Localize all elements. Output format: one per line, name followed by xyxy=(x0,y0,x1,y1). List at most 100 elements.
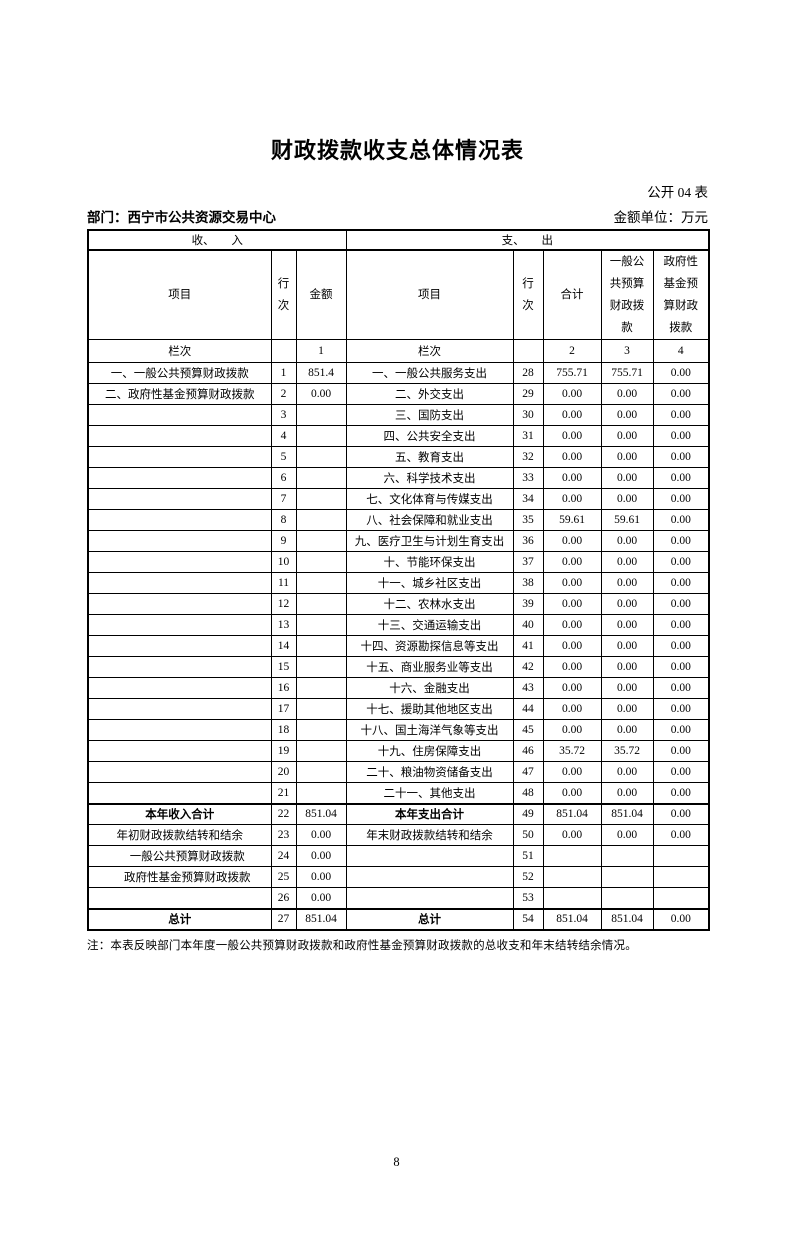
expense-general-budget-cell: 0.00 xyxy=(600,467,654,489)
expense-general-budget-cell: 0.00 xyxy=(600,383,654,405)
income-item-cell xyxy=(87,698,272,720)
income-rowno-cell: 24 xyxy=(270,845,297,867)
expense-general-budget-cell xyxy=(600,866,654,888)
table-row: 二、政府性基金预算财政拨款 2 0.00 二、外交支出 29 0.00 0.00… xyxy=(87,383,710,405)
income-rowno-cell: 7 xyxy=(270,488,297,510)
expense-item-cell: 十、节能环保支出 xyxy=(345,551,514,573)
income-item-cell xyxy=(87,740,272,762)
table-row: 总计 27 851.04 总计 54 851.04 851.04 0.00 xyxy=(87,907,710,930)
expense-total-cell xyxy=(542,866,602,888)
expense-item-cell: 年末财政拨款结转和结余 xyxy=(345,824,514,846)
col-index-3: 3 xyxy=(600,339,654,363)
income-amount-cell: 851.04 xyxy=(295,802,347,825)
table-row: 年初财政拨款结转和结余 23 0.00 年末财政拨款结转和结余 50 0.00 … xyxy=(87,824,710,846)
income-amount-cell: 0.00 xyxy=(295,866,347,888)
income-item-cell: 一、一般公共预算财政拨款 xyxy=(87,362,272,384)
income-index-label: 栏次 xyxy=(87,339,272,363)
table-row: 5 五、教育支出 32 0.00 0.00 0.00 xyxy=(87,446,710,468)
expense-general-budget-cell xyxy=(600,887,654,909)
expense-total-cell: 0.00 xyxy=(542,614,602,636)
income-amount-cell: 0.00 xyxy=(295,383,347,405)
income-amount-cell xyxy=(295,404,347,426)
expense-general-budget-cell: 0.00 xyxy=(600,761,654,783)
expense-general-budget-cell: 851.04 xyxy=(600,802,654,825)
table-row: 17 十七、援助其他地区支出 44 0.00 0.00 0.00 xyxy=(87,698,710,720)
col-header-expense-item: 项目 xyxy=(345,249,514,340)
col-header-income-rowno: 行次 xyxy=(270,249,297,340)
income-rowno-cell: 22 xyxy=(270,802,297,825)
expense-gov-fund-cell: 0.00 xyxy=(652,740,710,762)
fiscal-appropriation-table: 收、 入 支、 出 项目 行次 金额 项目 行次 合计 一般公共预算财政拨款 政… xyxy=(87,229,711,931)
expense-rowno-cell: 31 xyxy=(512,425,544,447)
income-rowno-cell: 27 xyxy=(270,907,297,930)
expense-item-cell xyxy=(345,887,514,909)
col-index-1: 1 xyxy=(295,339,347,363)
table-row: 21 二十一、其他支出 48 0.00 0.00 0.00 xyxy=(87,782,710,804)
expense-general-budget-cell: 0.00 xyxy=(600,719,654,741)
income-item-cell xyxy=(87,887,272,909)
income-rowno-cell: 10 xyxy=(270,551,297,573)
table-row: 15 十五、商业服务业等支出 42 0.00 0.00 0.00 xyxy=(87,656,710,678)
income-item-cell xyxy=(87,467,272,489)
expense-item-cell: 总计 xyxy=(345,907,514,930)
expense-index-blank xyxy=(512,339,544,363)
expense-rowno-cell: 28 xyxy=(512,362,544,384)
income-rowno-cell: 20 xyxy=(270,761,297,783)
form-code-label: 公开 04 表 xyxy=(647,185,708,200)
expense-gov-fund-cell: 0.00 xyxy=(652,782,710,804)
expense-gov-fund-cell: 0.00 xyxy=(652,509,710,531)
expense-total-cell: 0.00 xyxy=(542,635,602,657)
income-rowno-cell: 8 xyxy=(270,509,297,531)
expense-item-cell: 本年支出合计 xyxy=(345,802,514,825)
expense-gov-fund-cell xyxy=(652,845,710,867)
expense-gov-fund-cell: 0.00 xyxy=(652,677,710,699)
table-row: 26 0.00 53 xyxy=(87,887,710,909)
table-row: 10 十、节能环保支出 37 0.00 0.00 0.00 xyxy=(87,551,710,573)
income-item-cell xyxy=(87,488,272,510)
expense-rowno-cell: 46 xyxy=(512,740,544,762)
expense-gov-fund-cell: 0.00 xyxy=(652,572,710,594)
expense-total-cell: 0.00 xyxy=(542,383,602,405)
expense-rowno-cell: 40 xyxy=(512,614,544,636)
col-header-expense-total: 合计 xyxy=(542,249,602,340)
income-amount-cell xyxy=(295,446,347,468)
income-rowno-cell: 19 xyxy=(270,740,297,762)
expense-total-cell: 0.00 xyxy=(542,530,602,552)
expense-general-budget-cell: 0.00 xyxy=(600,782,654,804)
income-item-cell xyxy=(87,782,272,804)
income-amount-cell: 0.00 xyxy=(295,887,347,909)
expense-rowno-cell: 52 xyxy=(512,866,544,888)
expense-gov-fund-cell xyxy=(652,866,710,888)
income-amount-cell: 0.00 xyxy=(295,845,347,867)
income-amount-cell: 0.00 xyxy=(295,824,347,846)
income-rowno-cell: 23 xyxy=(270,824,297,846)
expense-total-cell: 755.71 xyxy=(542,362,602,384)
table-row: 6 六、科学技术支出 33 0.00 0.00 0.00 xyxy=(87,467,710,489)
expense-rowno-cell: 39 xyxy=(512,593,544,615)
col-header-gov-fund: 政府性基金预算财政拨款 xyxy=(652,249,710,340)
expense-gov-fund-cell xyxy=(652,887,710,909)
expense-rowno-cell: 48 xyxy=(512,782,544,804)
income-rowno-cell: 3 xyxy=(270,404,297,426)
table-body: 一、一般公共预算财政拨款 1 851.4 一、一般公共服务支出 28 755.7… xyxy=(87,362,710,930)
expense-item-cell: 二十、粮油物资储备支出 xyxy=(345,761,514,783)
income-rowno-cell: 12 xyxy=(270,593,297,615)
expense-total-cell: 0.00 xyxy=(542,467,602,489)
expense-general-budget-cell: 0.00 xyxy=(600,614,654,636)
col-index-2: 2 xyxy=(542,339,602,363)
expense-general-budget-cell: 0.00 xyxy=(600,572,654,594)
table-row: 18 十八、国土海洋气象等支出 45 0.00 0.00 0.00 xyxy=(87,719,710,741)
department-label: 部门：西宁市公共资源交易中心 xyxy=(87,210,276,225)
column-header-row: 项目 行次 金额 项目 行次 合计 一般公共预算财政拨款 政府性基金预算财政拨款 xyxy=(87,249,710,340)
income-item-cell xyxy=(87,635,272,657)
table-row: 3 三、国防支出 30 0.00 0.00 0.00 xyxy=(87,404,710,426)
expense-general-budget-cell: 0.00 xyxy=(600,593,654,615)
expense-total-cell: 0.00 xyxy=(542,404,602,426)
expense-item-cell xyxy=(345,866,514,888)
expense-gov-fund-cell: 0.00 xyxy=(652,614,710,636)
expense-index-label: 栏次 xyxy=(345,339,514,363)
expense-total-cell: 0.00 xyxy=(542,488,602,510)
expense-item-cell xyxy=(345,845,514,867)
expense-item-cell: 十七、援助其他地区支出 xyxy=(345,698,514,720)
income-amount-cell xyxy=(295,467,347,489)
